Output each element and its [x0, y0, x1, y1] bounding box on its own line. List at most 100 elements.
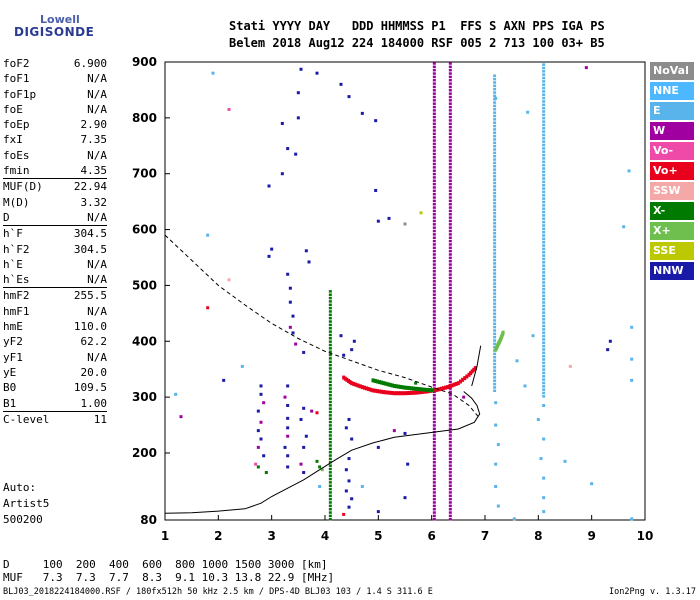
trace-dot — [493, 299, 497, 302]
trace-dot — [542, 318, 546, 321]
trace-dot — [493, 272, 497, 275]
echo-point — [347, 505, 351, 509]
trace-dot — [493, 114, 497, 118]
trace-dot — [328, 390, 332, 394]
param-label: fmin — [3, 164, 30, 178]
trace-dot — [432, 440, 436, 444]
trace-dot — [328, 467, 332, 471]
trace-dot — [542, 133, 546, 137]
trace-dot — [542, 90, 546, 93]
echo-point — [256, 465, 260, 469]
trace-dot — [542, 247, 546, 251]
trace-dot — [493, 262, 497, 265]
param-label: foEs — [3, 148, 30, 162]
trace-point — [371, 378, 375, 383]
trace-dot — [432, 283, 436, 286]
param-label: foF1 — [3, 72, 30, 86]
echo-point — [179, 415, 183, 419]
trace-dot — [432, 444, 436, 447]
trace-dot — [448, 270, 452, 273]
trace-dot — [493, 379, 497, 382]
trace-dot — [432, 410, 436, 414]
trace-dot — [432, 497, 436, 501]
trace-point — [392, 391, 396, 396]
trace-dot — [542, 331, 546, 334]
echo-point — [339, 82, 343, 86]
trace-dot — [432, 109, 436, 112]
param-label: foF1p — [3, 87, 37, 101]
param-group-profile: hmF2 255.5 hmF1 N/A hmE 110.0 yF2 62.2 yF1 N/A yE 2… — [3, 287, 107, 410]
param-row: hmF2 255.5 — [3, 287, 107, 303]
trace-dot — [493, 285, 497, 289]
echo-point — [286, 454, 290, 458]
trace-dot — [328, 337, 332, 340]
trace-dot — [493, 161, 497, 165]
trace-dot — [542, 170, 546, 174]
param-label: D — [3, 210, 10, 224]
trace-dot — [328, 420, 332, 424]
trace-dot — [328, 464, 332, 467]
trace-dot — [432, 450, 436, 454]
trace-point — [403, 391, 407, 396]
echo-point — [539, 457, 543, 461]
trace-dot — [328, 504, 332, 508]
trace-dot — [432, 102, 436, 105]
trace-dot — [328, 417, 332, 420]
profile-tail — [471, 345, 482, 387]
trace-dot — [432, 156, 436, 159]
echo-point — [350, 348, 354, 352]
trace-dot — [493, 81, 497, 84]
param-value: 11 — [93, 412, 107, 426]
trace-dot — [432, 414, 436, 417]
trace-dot — [542, 261, 546, 264]
trace-dot — [432, 417, 436, 420]
trace-dot — [542, 224, 546, 227]
footer-file-info: BLJ03_2018224184000.RSF / 180fx512h 50 k… — [3, 587, 433, 597]
footer-version: Ion2Png v. 1.3.17 — [609, 587, 696, 597]
trace-dot — [432, 226, 436, 229]
trace-dot — [432, 239, 436, 243]
trace-dot — [448, 377, 452, 380]
param-row: B1 1.00 — [3, 396, 107, 411]
trace-point — [375, 389, 379, 394]
trace-dot — [493, 148, 497, 151]
trace-dot — [328, 477, 332, 481]
trace-dot — [493, 376, 497, 379]
trace-dot — [493, 118, 497, 121]
trace-dot — [448, 62, 452, 65]
trace-dot — [448, 387, 452, 390]
legend-item: NoVal — [650, 62, 694, 80]
param-label: fxI — [3, 133, 23, 147]
trace-dot — [493, 221, 497, 225]
trace-dot — [448, 310, 452, 313]
trace-dot — [542, 220, 546, 224]
trace-dot — [328, 370, 332, 374]
echo-point — [374, 119, 378, 123]
trace-dot — [542, 385, 546, 388]
echo-point — [256, 409, 260, 413]
trace-dot — [542, 227, 546, 231]
trace-dot — [542, 113, 546, 117]
trace-dot — [493, 215, 497, 218]
trace-dot — [448, 363, 452, 367]
trace-dot — [542, 368, 546, 371]
trace-point — [369, 387, 373, 392]
echo-point — [494, 401, 498, 405]
trace-dot — [448, 266, 452, 270]
trace-dot — [542, 341, 546, 345]
legend-item: Vo+ — [650, 162, 694, 180]
trace-dot — [542, 244, 546, 247]
trace-dot — [448, 122, 452, 126]
param-value: 62.2 — [80, 335, 108, 349]
trace-dot — [432, 159, 436, 162]
y-tick-label: 80 — [140, 513, 157, 527]
trace-dot — [448, 263, 452, 266]
trace-dot — [432, 162, 436, 166]
echo-point — [267, 254, 271, 258]
trace-point — [420, 387, 424, 392]
trace-dot — [542, 130, 546, 133]
trace-point — [377, 380, 381, 385]
trace-dot — [493, 278, 497, 282]
echo-point — [392, 429, 396, 433]
trace-dot — [542, 277, 546, 281]
